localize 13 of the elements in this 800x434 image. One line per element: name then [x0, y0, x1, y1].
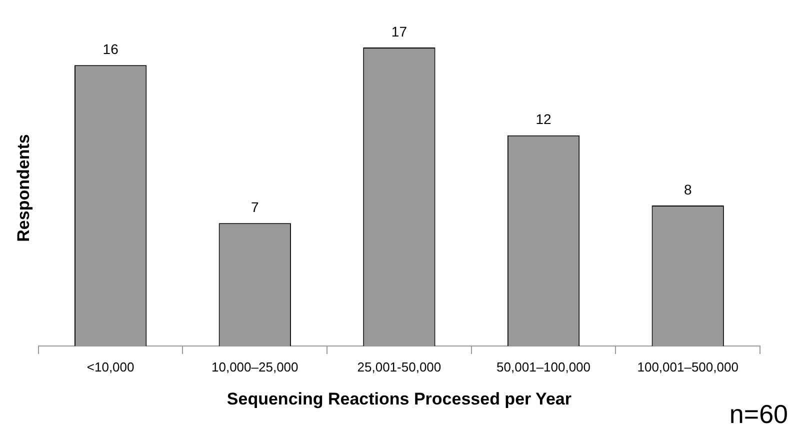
- data-label: 8: [684, 181, 692, 198]
- x-tick-label: 50,001–100,000: [496, 359, 591, 374]
- x-tick-label: 25,001-50,000: [357, 359, 442, 374]
- data-label: 16: [102, 40, 119, 57]
- data-label: 7: [250, 198, 259, 215]
- x-axis-title: Sequencing Reactions Processed per Year: [226, 389, 572, 408]
- x-tick-label: <10,000: [86, 359, 134, 374]
- y-axis-title: Respondents: [14, 134, 33, 242]
- x-tick-label: 100,001–500,000: [637, 359, 738, 374]
- data-label: 17: [391, 23, 408, 40]
- data-label: 12: [536, 111, 552, 128]
- text: n=60: [729, 399, 788, 430]
- x-tick-label: 10,000–25,000: [211, 359, 298, 374]
